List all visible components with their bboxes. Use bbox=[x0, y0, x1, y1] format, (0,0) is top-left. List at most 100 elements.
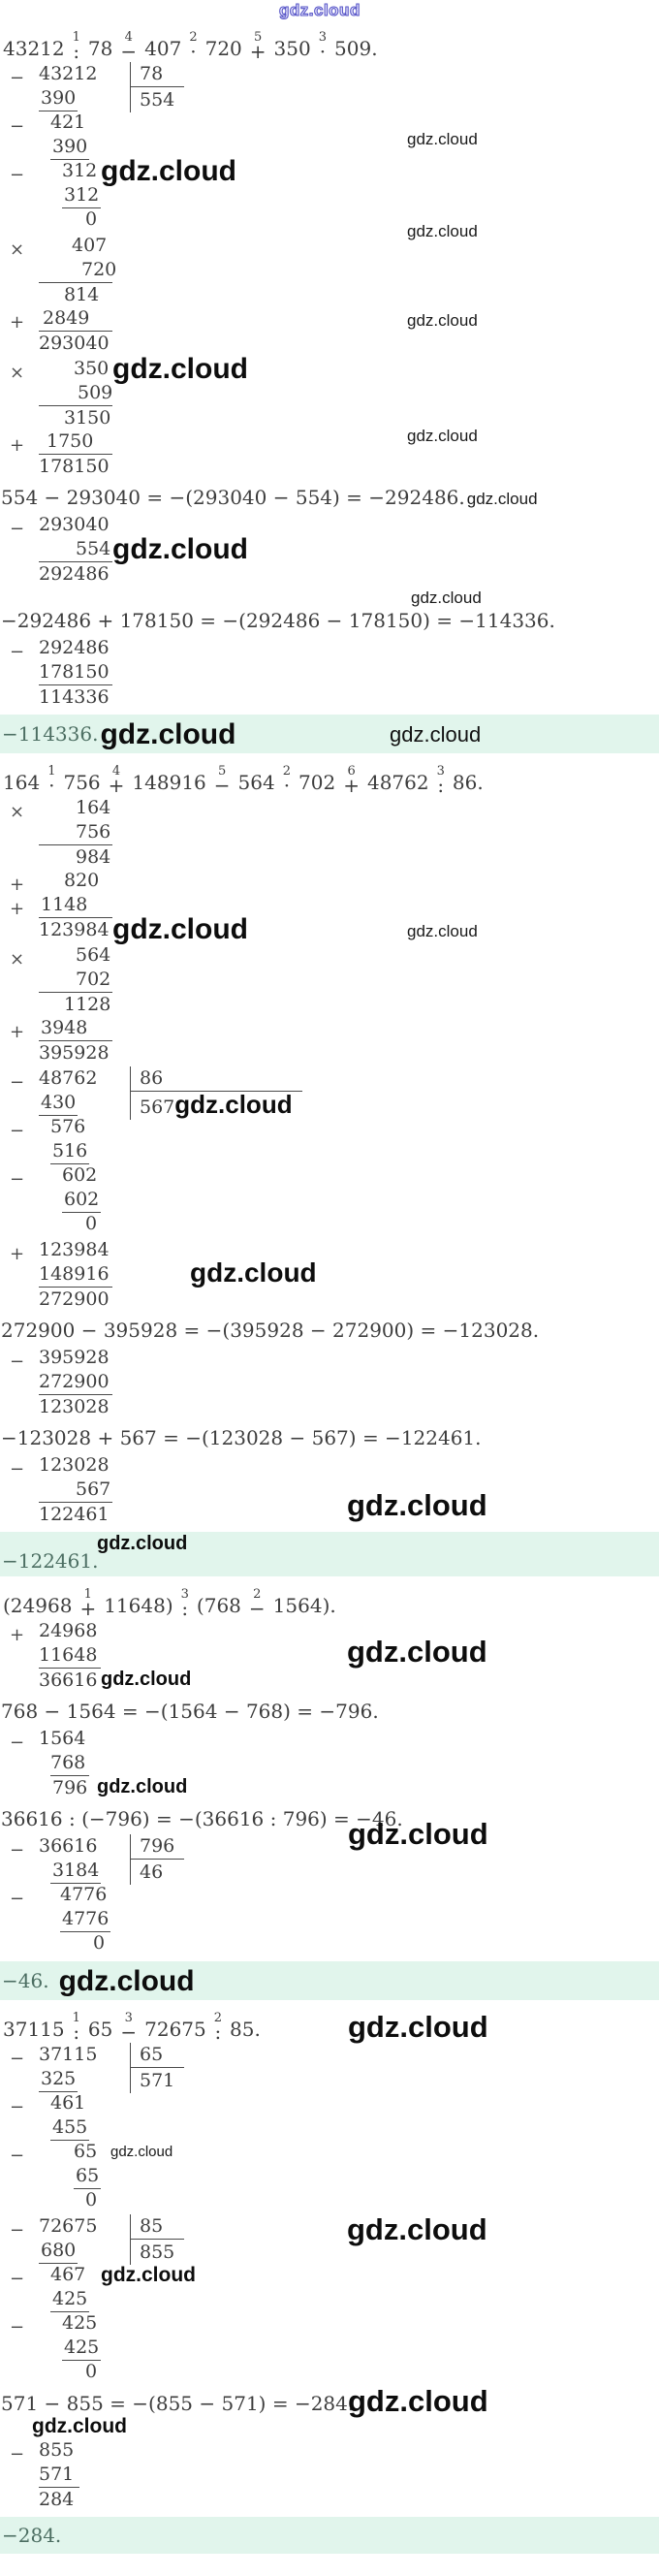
digits-column: 768 bbox=[39, 1751, 87, 1775]
arith-row: −395928 bbox=[0, 1346, 659, 1371]
equation-line: 272900 − 395928 = −(395928 − 272900) = −… bbox=[1, 1319, 659, 1342]
arith-row: +3948 bbox=[0, 1016, 659, 1041]
digits-column: 390 bbox=[39, 135, 101, 160]
watermark: gdz.cloud bbox=[97, 1533, 188, 1554]
number: 0 bbox=[85, 2189, 98, 2210]
number: 272900 bbox=[39, 1371, 110, 1392]
operation-order-number: 3 bbox=[124, 2011, 133, 2025]
operation-sign: × bbox=[10, 363, 25, 383]
digits-column: 680 bbox=[39, 2239, 101, 2264]
number: 123984 bbox=[39, 1239, 110, 1260]
number: 720 bbox=[81, 259, 117, 280]
divisor: 796 bbox=[140, 1835, 175, 1857]
operation-sign: × bbox=[10, 802, 25, 822]
column-arithmetic: × 350 gdz.cloud 509 3150 +1750 178150 gdz.cloud bbox=[0, 355, 659, 479]
arith-row: 430 bbox=[0, 1091, 659, 1116]
answer-value: −46. bbox=[2, 1969, 49, 1992]
answer-value: −122461. bbox=[2, 1549, 99, 1573]
arith-row: 0 bbox=[0, 1931, 659, 1956]
digits-column: 516 bbox=[39, 1139, 101, 1164]
operation-order-number: 2 bbox=[282, 764, 292, 779]
digits-column: 178150 bbox=[39, 454, 112, 479]
operation-sign: − bbox=[10, 1169, 25, 1190]
watermark: gdz.cloud bbox=[348, 2384, 488, 2418]
digits-column: 425 bbox=[39, 2311, 101, 2336]
digits-column: 756 bbox=[39, 820, 112, 844]
column-arithmetic: −292486 178150 114336 bbox=[0, 636, 659, 709]
number: 37115 bbox=[39, 2044, 98, 2065]
digits-column: 814 bbox=[39, 282, 112, 307]
digits-column: 272900 bbox=[39, 1287, 112, 1312]
digits-column: 36616 bbox=[39, 1834, 101, 1859]
arith-row: 455 bbox=[0, 2115, 659, 2141]
divisor: 65 bbox=[140, 2044, 164, 2065]
watermark: gdz.cloud bbox=[97, 1776, 188, 1797]
quotient-number: 46 bbox=[140, 1861, 164, 1883]
operator-symbol: : bbox=[181, 1597, 189, 1620]
equation-text: 554 − 293040 = −(293040 − 554) = −292486… bbox=[1, 486, 465, 509]
watermark: gdz.cloud bbox=[100, 717, 236, 750]
arith-row: − 425 bbox=[0, 2311, 659, 2337]
digits-column: 4776 bbox=[39, 1907, 111, 1932]
equation-text: −123028 + 567 = −(123028 − 567) = −12246… bbox=[1, 1426, 482, 1449]
equation-text: 272900 − 395928 = −(395928 − 272900) = −… bbox=[1, 1319, 540, 1342]
watermark: gdz.cloud bbox=[347, 1635, 487, 1669]
digits-column: 164 bbox=[39, 796, 112, 820]
number: 292486 bbox=[39, 637, 110, 658]
digits-column: 467 bbox=[39, 2263, 101, 2287]
arith-row: 567 bbox=[0, 1478, 659, 1502]
number: 3150 bbox=[64, 407, 111, 429]
number: 702 bbox=[76, 969, 111, 990]
number: 325 bbox=[39, 2067, 78, 2092]
arith-row: − 467 gdz.cloud bbox=[0, 2263, 659, 2288]
number: 293040 bbox=[39, 514, 110, 535]
equation-line: 768 − 1564 = −(1564 − 768) = −796. bbox=[1, 1700, 659, 1723]
operator-symbol: − bbox=[248, 1597, 266, 1620]
arith-row: −293040 bbox=[0, 513, 659, 538]
arith-row: 122461 bbox=[0, 1502, 659, 1526]
arith-row: 272900 bbox=[0, 1287, 659, 1311]
arith-row: 284 bbox=[0, 2487, 659, 2511]
digits-column: 554 bbox=[39, 537, 112, 561]
quotient: 554 bbox=[131, 86, 185, 112]
equation-line: 571 − 855 = −(855 − 571) = −284. gdz.clou… bbox=[1, 2384, 659, 2418]
operator: 3− bbox=[120, 2011, 137, 2042]
watermark: gdz.cloud bbox=[101, 155, 236, 187]
operation-order-number: 1 bbox=[72, 2011, 80, 2025]
column-arithmetic: −72675 680−467 gdz.cloud 425−425 425 0 85 855 gd… bbox=[0, 2212, 659, 2384]
digits-column: 123028 bbox=[39, 1394, 112, 1419]
arith-row: 0 bbox=[0, 207, 659, 232]
number: 814 bbox=[64, 284, 100, 305]
digits-column: 3150 bbox=[39, 405, 112, 430]
operator-symbol: + bbox=[79, 1597, 97, 1620]
operator-symbol: − bbox=[120, 40, 138, 63]
arith-row: −72675 bbox=[0, 2214, 659, 2240]
math-solutions: 43212 1:78 4−407 2 · 720 5 +350 3 · 509. −43212 390−… bbox=[0, 21, 659, 2560]
answer-value: −114336. bbox=[2, 722, 99, 746]
division-bracket: 86 567gdz.cloud bbox=[130, 1066, 302, 1120]
watermark: gdz.cloud bbox=[407, 130, 478, 148]
number: 65 bbox=[74, 2141, 98, 2162]
column-arithmetic: × 164 756 984 +820 +1148 123984 gdz.cloud gdz.cl… bbox=[0, 796, 659, 944]
quotient-number: 567 bbox=[140, 1097, 175, 1118]
arith-row: − 421 bbox=[0, 111, 659, 136]
number: 4776 bbox=[60, 1884, 108, 1905]
column-arithmetic: −855 571 284 bbox=[0, 2438, 659, 2511]
digits-column: 461 bbox=[39, 2091, 101, 2115]
operator: 2− bbox=[248, 1588, 266, 1620]
number: 984 bbox=[76, 846, 111, 868]
watermark: gdz.cloud bbox=[411, 588, 482, 607]
arith-row: 3184 bbox=[0, 1859, 659, 1884]
arith-row: 814 bbox=[0, 282, 659, 306]
digits-column: 796 bbox=[39, 1775, 90, 1800]
expression-term: 48762 bbox=[366, 771, 429, 794]
arith-row: 554 gdz.cloud bbox=[0, 535, 659, 564]
expression: 43212 1:78 4−407 2 · 720 5 +350 3 · 509. bbox=[1, 25, 659, 63]
arith-row: +24968 bbox=[0, 1619, 659, 1644]
operation-sign: − bbox=[10, 2146, 25, 2166]
digits-column: 395928 bbox=[39, 1040, 112, 1065]
number: 350 bbox=[74, 358, 110, 379]
arith-row: 395928 bbox=[0, 1040, 659, 1065]
number: 1148 bbox=[41, 894, 88, 915]
divisor: 86 bbox=[140, 1067, 164, 1089]
